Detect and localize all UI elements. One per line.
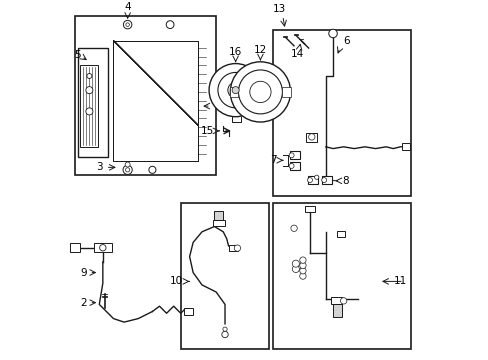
Bar bbox=[212, 220, 224, 226]
Circle shape bbox=[321, 177, 326, 183]
Bar bbox=[113, 41, 198, 161]
Bar bbox=[78, 48, 108, 157]
Circle shape bbox=[125, 162, 130, 167]
Bar bbox=[289, 162, 299, 170]
Circle shape bbox=[290, 225, 297, 231]
Text: 3: 3 bbox=[96, 162, 102, 172]
Circle shape bbox=[299, 267, 305, 274]
Bar bbox=[184, 308, 193, 315]
Circle shape bbox=[249, 81, 270, 103]
Text: 16: 16 bbox=[228, 46, 242, 57]
Circle shape bbox=[87, 73, 92, 78]
Circle shape bbox=[86, 87, 93, 94]
Text: 1: 1 bbox=[214, 101, 221, 111]
Circle shape bbox=[307, 177, 312, 183]
Bar bbox=[289, 152, 299, 159]
Circle shape bbox=[288, 163, 293, 168]
Bar bbox=[332, 305, 341, 317]
Circle shape bbox=[223, 327, 227, 331]
Text: 4: 4 bbox=[124, 2, 131, 12]
Text: 2: 2 bbox=[80, 298, 87, 308]
Circle shape bbox=[299, 273, 305, 279]
Text: 9: 9 bbox=[80, 267, 87, 278]
Bar bbox=[272, 203, 410, 349]
Circle shape bbox=[222, 331, 228, 338]
Text: 14: 14 bbox=[290, 49, 304, 59]
Circle shape bbox=[100, 244, 106, 251]
Bar bbox=[282, 87, 291, 97]
Circle shape bbox=[314, 175, 318, 179]
Text: 15: 15 bbox=[201, 126, 214, 136]
Text: 13: 13 bbox=[273, 4, 286, 14]
Text: 11: 11 bbox=[393, 276, 406, 287]
Circle shape bbox=[166, 21, 174, 28]
Circle shape bbox=[288, 153, 293, 158]
Bar bbox=[330, 297, 341, 305]
Bar bbox=[307, 176, 318, 184]
Text: 7: 7 bbox=[270, 155, 277, 165]
Circle shape bbox=[123, 165, 132, 175]
Circle shape bbox=[125, 23, 129, 26]
Circle shape bbox=[299, 257, 305, 263]
Circle shape bbox=[218, 72, 253, 108]
Text: 8: 8 bbox=[341, 176, 348, 186]
Bar bbox=[336, 231, 345, 237]
Circle shape bbox=[299, 262, 305, 269]
Circle shape bbox=[227, 82, 243, 98]
Bar bbox=[70, 243, 80, 252]
Bar bbox=[401, 143, 409, 150]
Circle shape bbox=[230, 62, 290, 122]
Circle shape bbox=[238, 70, 282, 114]
Text: 12: 12 bbox=[253, 45, 266, 55]
Bar bbox=[322, 176, 332, 184]
Circle shape bbox=[308, 134, 314, 140]
Bar bbox=[228, 245, 238, 251]
Text: 5: 5 bbox=[74, 50, 81, 60]
Bar bbox=[272, 30, 410, 197]
Circle shape bbox=[232, 87, 239, 94]
Bar bbox=[80, 66, 97, 147]
Bar bbox=[74, 16, 216, 175]
Circle shape bbox=[86, 108, 93, 115]
Circle shape bbox=[234, 245, 240, 251]
Circle shape bbox=[148, 166, 156, 174]
Circle shape bbox=[292, 265, 299, 273]
Text: 6: 6 bbox=[343, 36, 349, 46]
Text: 10: 10 bbox=[169, 276, 182, 287]
Bar bbox=[229, 87, 238, 97]
Circle shape bbox=[125, 168, 129, 172]
Bar bbox=[94, 243, 111, 252]
Bar bbox=[181, 203, 269, 349]
Bar bbox=[113, 41, 198, 161]
Bar bbox=[305, 206, 314, 212]
Circle shape bbox=[328, 29, 337, 38]
Circle shape bbox=[340, 298, 346, 304]
Circle shape bbox=[292, 260, 299, 267]
Circle shape bbox=[209, 64, 262, 117]
Bar bbox=[306, 132, 316, 141]
Circle shape bbox=[123, 21, 132, 29]
Bar bbox=[214, 211, 223, 220]
